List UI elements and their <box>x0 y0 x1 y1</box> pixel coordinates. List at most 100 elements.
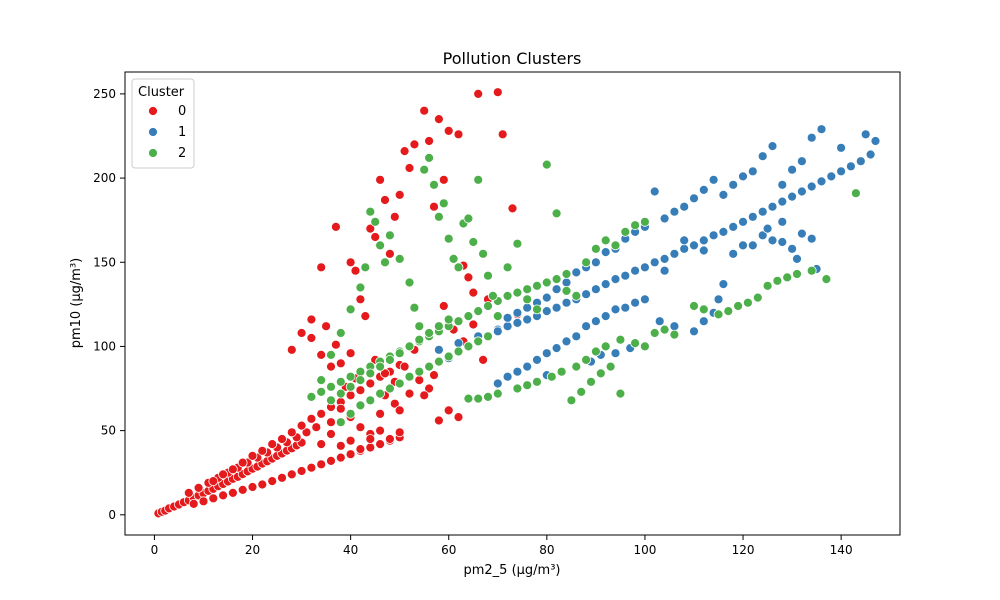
point-cluster-1 <box>679 201 690 212</box>
point-cluster-0 <box>247 450 258 461</box>
point-cluster-0 <box>296 466 307 476</box>
point-cluster-1 <box>718 226 729 237</box>
point-cluster-0 <box>267 439 278 450</box>
point-cluster-2 <box>355 366 366 377</box>
point-cluster-0 <box>335 440 346 451</box>
point-cluster-0 <box>296 420 307 431</box>
point-cluster-1 <box>757 230 768 241</box>
y-tick-label: 50 <box>101 424 116 438</box>
point-cluster-2 <box>306 391 317 402</box>
point-cluster-1 <box>767 201 778 212</box>
point-cluster-1 <box>679 243 690 254</box>
point-cluster-0 <box>296 328 307 338</box>
point-cluster-1 <box>640 294 650 305</box>
x-tick-label: 40 <box>343 543 358 557</box>
point-cluster-1 <box>600 311 611 322</box>
point-cluster-2 <box>541 159 552 170</box>
point-cluster-2 <box>375 388 386 399</box>
point-cluster-2 <box>492 311 503 322</box>
point-cluster-2 <box>522 380 533 391</box>
point-cluster-1 <box>541 348 552 359</box>
point-cluster-2 <box>453 346 464 357</box>
point-cluster-2 <box>782 272 793 283</box>
point-cluster-1 <box>698 245 709 256</box>
point-cluster-0 <box>247 482 258 492</box>
point-cluster-1 <box>708 174 719 185</box>
point-cluster-1 <box>649 257 660 268</box>
point-cluster-1 <box>747 211 758 222</box>
point-cluster-0 <box>468 287 479 298</box>
point-cluster-1 <box>512 307 523 318</box>
point-cluster-0 <box>429 370 439 381</box>
point-cluster-0 <box>453 129 464 140</box>
point-cluster-2 <box>365 368 376 379</box>
point-cluster-2 <box>448 253 459 264</box>
point-cluster-1 <box>630 265 640 276</box>
point-cluster-2 <box>326 349 336 360</box>
point-cluster-0 <box>419 105 430 116</box>
point-cluster-0 <box>345 435 356 446</box>
legend-box <box>131 78 195 169</box>
point-cluster-1 <box>571 331 582 342</box>
point-cluster-2 <box>532 280 542 291</box>
point-cluster-2 <box>463 393 474 404</box>
point-cluster-0 <box>237 484 248 495</box>
point-cluster-2 <box>375 240 386 251</box>
point-cluster-0 <box>208 493 219 504</box>
point-cluster-1 <box>698 235 709 246</box>
point-cluster-2 <box>512 383 523 394</box>
point-cluster-0 <box>507 203 518 214</box>
point-cluster-0 <box>443 125 454 136</box>
point-cluster-0 <box>365 434 376 444</box>
x-tick-label: 100 <box>633 543 656 557</box>
point-cluster-1 <box>747 166 758 177</box>
point-cluster-0 <box>286 344 297 355</box>
point-cluster-2 <box>591 243 601 254</box>
point-cluster-1 <box>777 179 788 190</box>
point-cluster-0 <box>301 427 312 438</box>
point-cluster-2 <box>404 277 415 288</box>
point-cluster-1 <box>757 151 768 162</box>
y-axis-label: pm10 (µg/m³) <box>69 258 84 349</box>
point-cluster-2 <box>630 220 640 231</box>
point-cluster-1 <box>581 289 591 300</box>
point-cluster-1 <box>492 326 503 337</box>
point-cluster-0 <box>277 472 287 483</box>
point-cluster-1 <box>522 314 533 325</box>
point-cluster-2 <box>806 265 817 276</box>
point-cluster-2 <box>384 354 395 365</box>
point-cluster-0 <box>394 405 405 416</box>
point-cluster-2 <box>345 381 356 392</box>
point-cluster-2 <box>640 216 650 227</box>
point-cluster-1 <box>502 312 513 323</box>
point-cluster-0 <box>227 487 238 498</box>
legend-label-0: 0 <box>178 104 186 119</box>
point-cluster-1 <box>698 184 709 195</box>
point-cluster-2 <box>561 285 572 296</box>
point-cluster-1 <box>738 171 748 182</box>
point-cluster-2 <box>424 152 435 163</box>
point-cluster-0 <box>375 439 386 450</box>
point-cluster-2 <box>438 198 449 209</box>
point-cluster-2 <box>605 361 616 372</box>
legend-items: 0 1 2 <box>148 104 186 161</box>
point-cluster-1 <box>792 253 802 264</box>
point-cluster-0 <box>365 223 376 234</box>
point-cluster-2 <box>546 371 557 382</box>
point-cluster-2 <box>752 292 763 303</box>
point-cluster-2 <box>762 280 773 291</box>
point-cluster-0 <box>218 490 229 501</box>
point-cluster-1 <box>797 228 807 239</box>
point-cluster-2 <box>335 417 346 428</box>
point-cluster-0 <box>316 439 327 450</box>
point-cluster-0 <box>384 248 395 259</box>
point-cluster-2 <box>433 211 444 222</box>
point-cluster-0 <box>345 257 356 268</box>
point-cluster-1 <box>757 206 768 217</box>
point-cluster-0 <box>188 498 199 509</box>
y-axis: 0 50 100 150 200 250 <box>93 87 125 522</box>
point-cluster-2 <box>551 208 562 219</box>
point-cluster-2 <box>723 306 734 317</box>
point-cluster-2 <box>380 257 390 268</box>
